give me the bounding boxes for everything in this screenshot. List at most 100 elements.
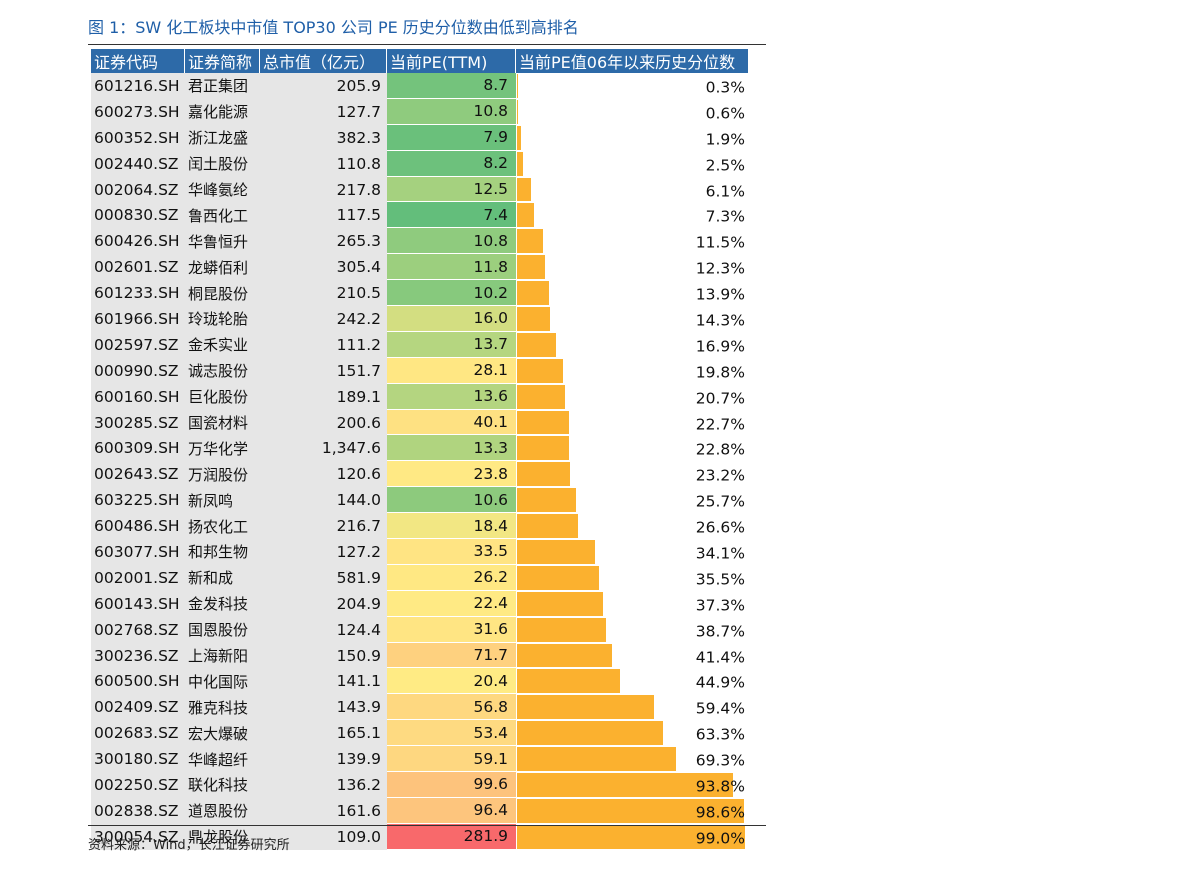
market-cap: 143.9 — [260, 694, 387, 721]
pe-ttm-cell: 99.6 — [387, 772, 516, 798]
pe-ttm-cell: 7.9 — [387, 124, 516, 151]
stock-code: 600352.SH — [91, 124, 185, 151]
pe-ttm-cell: 16.0 — [387, 306, 516, 332]
stock-code: 002768.SZ — [91, 616, 185, 643]
percentile-label: 93.8% — [695, 777, 745, 796]
percentile-label: 69.3% — [695, 751, 745, 770]
table-row: 002001.SZ 新和成 581.9 26.2 35.5% — [91, 564, 749, 591]
percentile-cell: 38.7% — [516, 617, 749, 643]
percentile-label: 20.7% — [695, 389, 745, 408]
percentile-bar — [517, 721, 663, 746]
percentile-cell: 41.4% — [516, 643, 749, 669]
percentile-cell: 0.6% — [516, 99, 749, 125]
stock-name: 桐昆股份 — [185, 280, 260, 307]
percentile-cell: 37.3% — [516, 591, 749, 617]
table-row: 601233.SH 桐昆股份 210.5 10.2 13.9% — [91, 280, 749, 307]
pe-ttm-cell: 33.5 — [387, 539, 516, 565]
stock-name: 巨化股份 — [185, 383, 260, 410]
stock-code: 601216.SH — [91, 73, 185, 99]
stock-name: 扬农化工 — [185, 513, 260, 540]
percentile-label: 38.7% — [695, 622, 745, 641]
percentile-label: 98.6% — [695, 803, 745, 822]
stock-code: 600160.SH — [91, 383, 185, 410]
percentile-bar — [517, 384, 565, 409]
stock-code: 002440.SZ — [91, 150, 185, 177]
market-cap: 109.0 — [260, 823, 387, 850]
stock-name: 金发科技 — [185, 590, 260, 617]
stock-code: 600486.SH — [91, 513, 185, 540]
table-row: 000990.SZ 诚志股份 151.7 28.1 19.8% — [91, 357, 749, 384]
stock-name: 鼎龙股份 — [185, 823, 260, 850]
pe-ttm-cell: 11.8 — [387, 254, 516, 281]
stock-name: 宏大爆破 — [185, 720, 260, 747]
table-row: 300236.SZ 上海新阳 150.9 71.7 41.4% — [91, 642, 749, 669]
table-row: 002250.SZ 联化科技 136.2 99.6 93.8% — [91, 772, 749, 798]
stock-code: 601966.SH — [91, 306, 185, 332]
percentile-bar — [517, 125, 522, 150]
stock-name: 嘉化能源 — [185, 98, 260, 125]
stock-code: 000990.SZ — [91, 357, 185, 384]
market-cap: 216.7 — [260, 513, 387, 540]
table-row: 600352.SH 浙江龙盛 382.3 7.9 1.9% — [91, 124, 749, 151]
percentile-label: 14.3% — [695, 311, 745, 330]
percentile-bar — [517, 565, 599, 590]
table-row: 601966.SH 玲珑轮胎 242.2 16.0 14.3% — [91, 306, 749, 332]
percentile-cell: 34.1% — [516, 539, 749, 565]
market-cap: 127.2 — [260, 539, 387, 565]
pe-ttm-cell: 53.4 — [387, 720, 516, 747]
table-header-row: 证券代码 证券简称 总市值（亿元） 当前PE(TTM) 当前PE值06年以来历史… — [91, 49, 749, 73]
pe-ttm-cell: 20.4 — [387, 668, 516, 695]
market-cap: 581.9 — [260, 564, 387, 591]
market-cap: 265.3 — [260, 228, 387, 255]
stock-code: 601233.SH — [91, 280, 185, 307]
percentile-cell: 22.7% — [516, 410, 749, 436]
stock-code: 300180.SZ — [91, 746, 185, 773]
market-cap: 200.6 — [260, 409, 387, 436]
percentile-cell: 26.6% — [516, 513, 749, 539]
pe-ttm-cell: 7.4 — [387, 202, 516, 229]
percentile-cell: 44.9% — [516, 668, 749, 694]
stock-name: 新和成 — [185, 564, 260, 591]
market-cap: 210.5 — [260, 280, 387, 307]
stock-name: 君正集团 — [185, 73, 260, 99]
percentile-bar — [517, 798, 744, 823]
percentile-bar — [517, 436, 570, 461]
market-cap: 136.2 — [260, 772, 387, 798]
stock-code: 000830.SZ — [91, 202, 185, 229]
percentile-label: 16.9% — [695, 337, 745, 356]
stock-name: 玲珑轮胎 — [185, 306, 260, 332]
percentile-label: 35.5% — [695, 570, 745, 589]
header-pe-percentile: 当前PE值06年以来历史分位数 — [516, 49, 749, 73]
market-cap: 141.1 — [260, 668, 387, 695]
pe-ttm-cell: 281.9 — [387, 823, 516, 850]
stock-name: 联化科技 — [185, 772, 260, 798]
market-cap: 205.9 — [260, 73, 387, 99]
stock-code: 002643.SZ — [91, 461, 185, 488]
stock-code: 002597.SZ — [91, 331, 185, 358]
market-cap: 111.2 — [260, 331, 387, 358]
pe-ttm-cell: 56.8 — [387, 694, 516, 721]
percentile-bar — [517, 307, 550, 331]
percentile-bar — [517, 281, 549, 306]
market-cap: 120.6 — [260, 461, 387, 488]
percentile-cell: 12.3% — [516, 254, 749, 280]
pe-ttm-cell: 22.4 — [387, 590, 516, 617]
market-cap: 165.1 — [260, 720, 387, 747]
stock-code: 600500.SH — [91, 668, 185, 695]
percentile-cell: 59.4% — [516, 694, 749, 720]
header-market-cap: 总市值（亿元） — [260, 49, 387, 73]
percentile-label: 59.4% — [695, 699, 745, 718]
market-cap: 110.8 — [260, 150, 387, 177]
percentile-cell: 63.3% — [516, 720, 749, 746]
table-row: 600273.SH 嘉化能源 127.7 10.8 0.6% — [91, 98, 749, 125]
percentile-bar — [517, 151, 523, 176]
table-row: 300180.SZ 华峰超纤 139.9 59.1 69.3% — [91, 746, 749, 773]
pe-ttm-cell: 28.1 — [387, 357, 516, 384]
market-cap: 204.9 — [260, 590, 387, 617]
source-note: 资料来源：Wind，长江证券研究所 — [88, 838, 290, 853]
percentile-cell: 19.8% — [516, 358, 749, 384]
stock-name: 诚志股份 — [185, 357, 260, 384]
pe-ttm-cell: 10.8 — [387, 98, 516, 125]
pe-ttm-cell: 8.7 — [387, 73, 516, 99]
pe-ttm-cell: 13.7 — [387, 331, 516, 358]
